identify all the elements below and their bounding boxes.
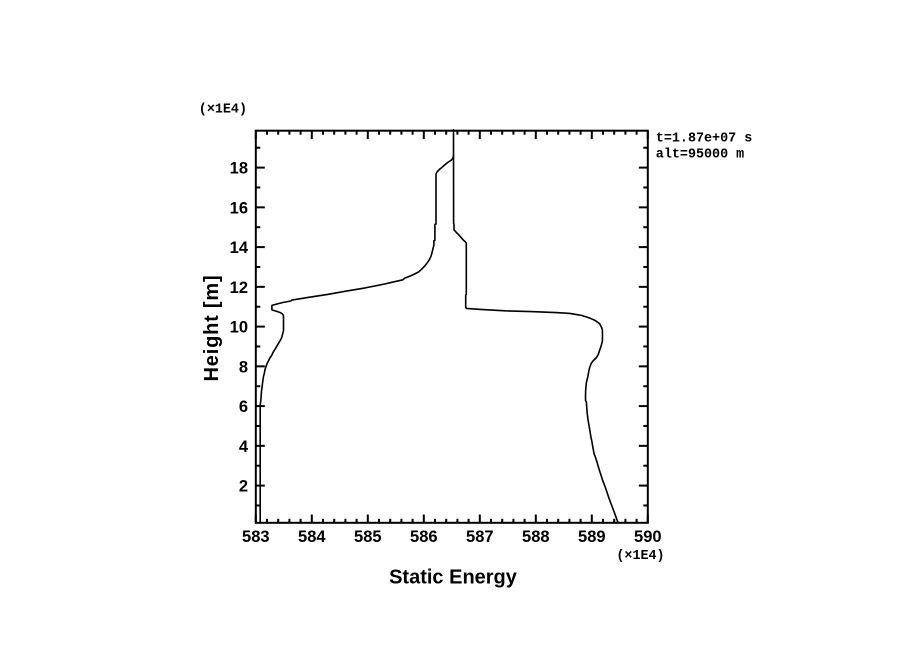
svg-text:6: 6 — [239, 398, 248, 416]
svg-text:14: 14 — [230, 239, 249, 257]
svg-text:4: 4 — [239, 438, 249, 456]
svg-text:587: 587 — [466, 528, 494, 546]
svg-text:586: 586 — [410, 528, 438, 546]
svg-text:588: 588 — [522, 528, 550, 546]
svg-text:584: 584 — [298, 528, 326, 546]
svg-text:590: 590 — [634, 528, 662, 546]
svg-text:589: 589 — [578, 528, 606, 546]
svg-text:16: 16 — [230, 199, 248, 217]
svg-text:18: 18 — [230, 160, 248, 178]
svg-text:alt=95000 m: alt=95000 m — [656, 147, 744, 162]
svg-text:8: 8 — [239, 358, 248, 376]
svg-text:(×1E4): (×1E4) — [199, 102, 247, 117]
svg-text:Static Energy: Static Energy — [389, 567, 518, 589]
svg-text:(×1E4): (×1E4) — [616, 549, 664, 564]
svg-text:583: 583 — [242, 528, 270, 546]
svg-text:12: 12 — [230, 279, 248, 297]
svg-text:t=1.87e+07 s: t=1.87e+07 s — [656, 132, 752, 147]
svg-text:585: 585 — [354, 528, 382, 546]
svg-text:10: 10 — [230, 319, 248, 337]
svg-text:Height [m]: Height [m] — [201, 275, 223, 382]
svg-text:2: 2 — [239, 478, 248, 496]
